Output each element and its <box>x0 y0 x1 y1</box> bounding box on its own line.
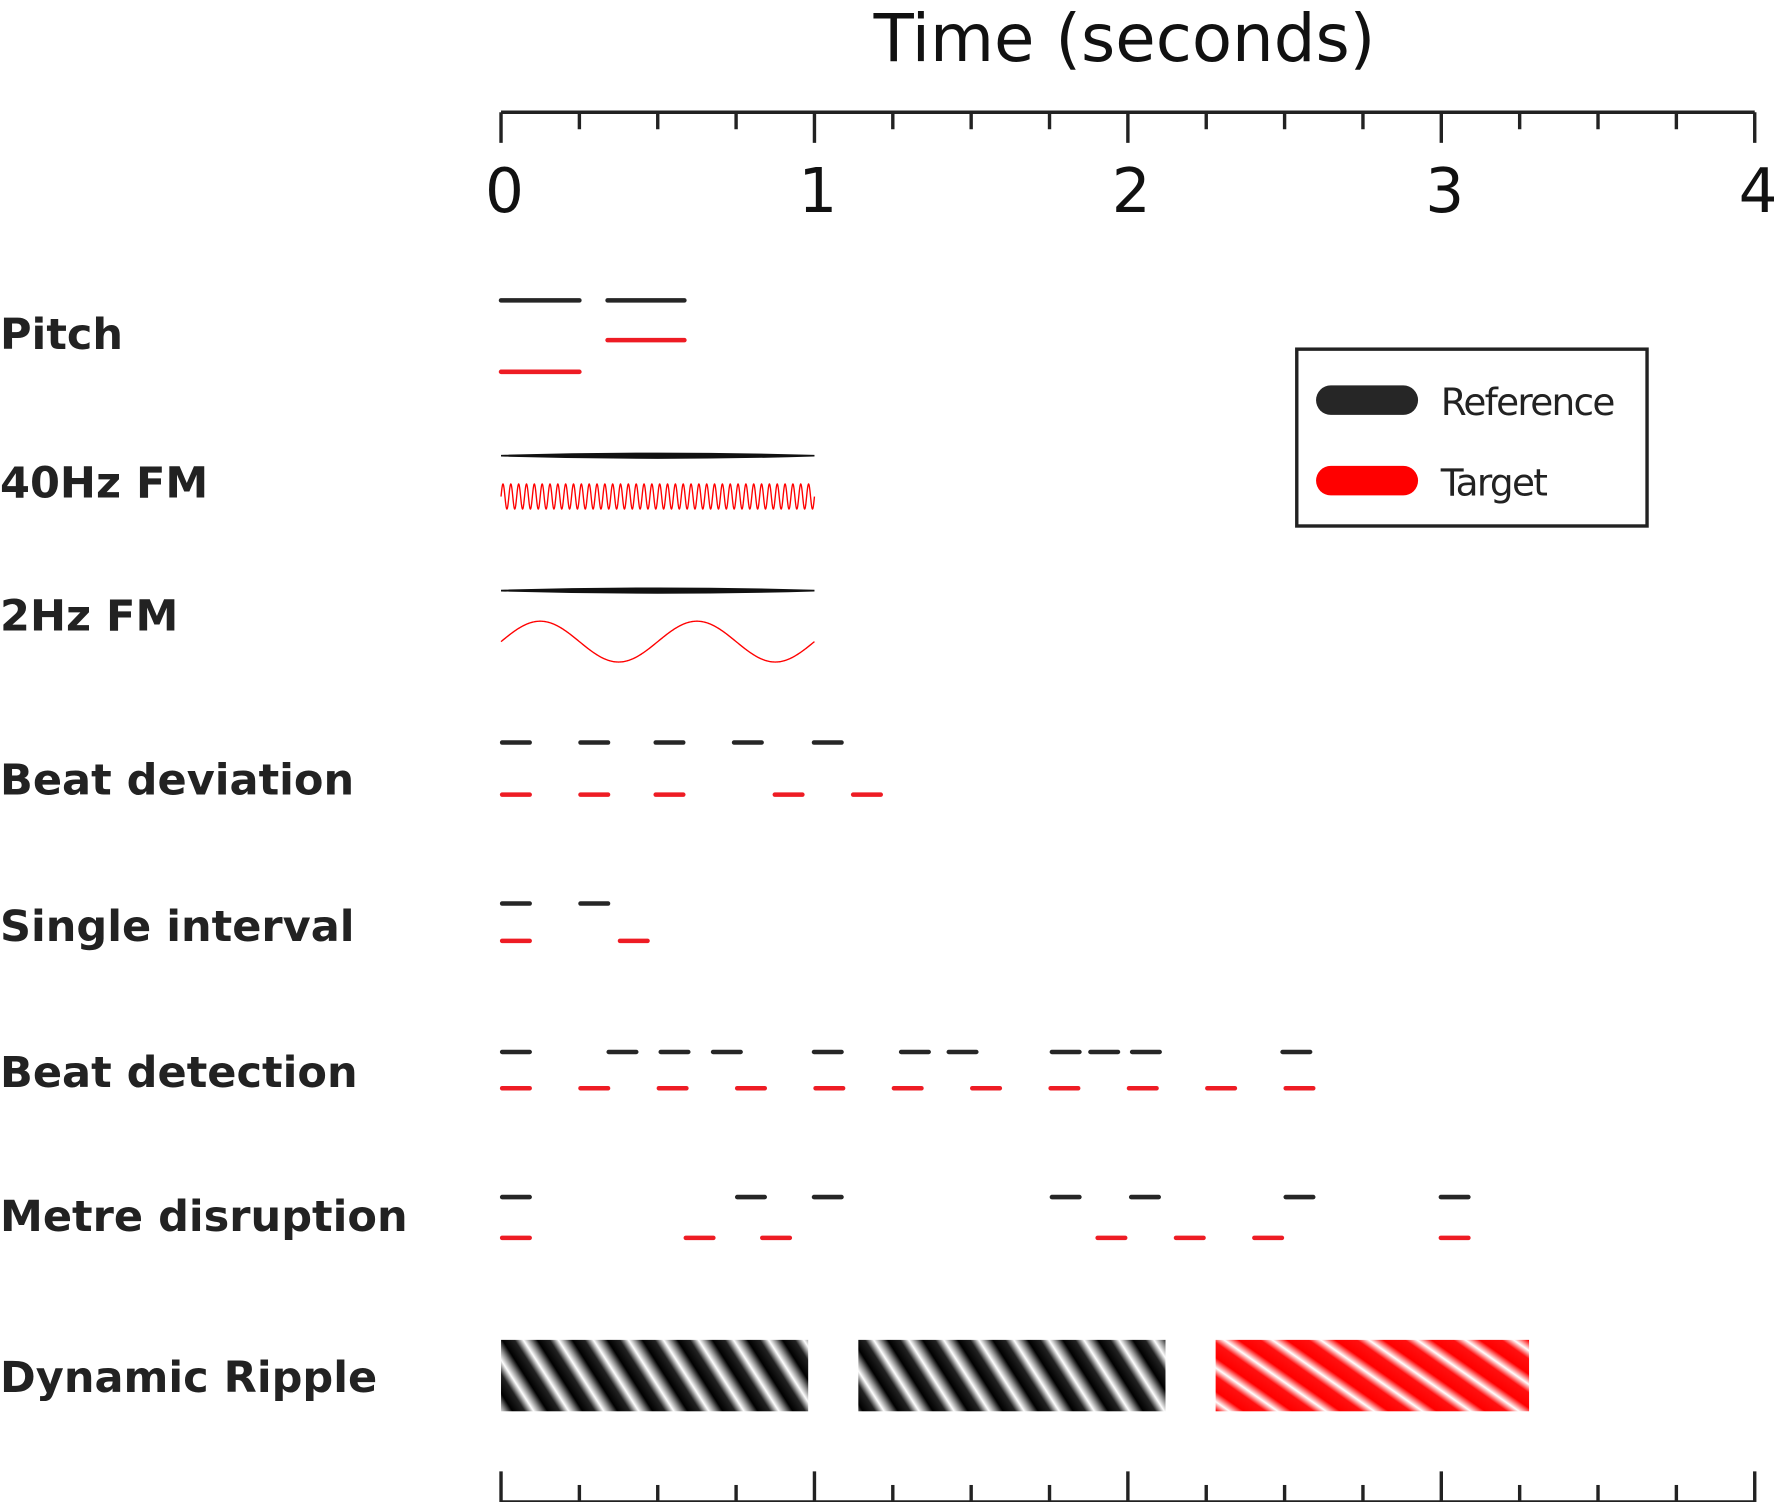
tick-label: 0 <box>485 156 524 227</box>
tick-label: 4 <box>1739 156 1774 227</box>
row-label: Beat deviation <box>0 756 354 806</box>
tick-label: 3 <box>1425 156 1464 227</box>
legend-reference-label: Reference <box>1441 380 1615 424</box>
row-single-interval: Single interval <box>0 901 650 952</box>
top-time-axis: 0 1 2 3 4 <box>485 110 1774 227</box>
row-label: 2Hz FM <box>0 591 178 641</box>
row-40hz-fm: 40Hz FM <box>0 452 816 510</box>
target-fm-waveform <box>500 620 815 663</box>
row-beat-detection: Beat detection <box>0 1048 1316 1098</box>
tick-label: 2 <box>1112 156 1151 227</box>
row-label: Beat detection <box>0 1048 358 1098</box>
row-label: Pitch <box>0 310 123 360</box>
row-metre-disruption: Metre disruption <box>0 1192 1471 1242</box>
axis-title: Time (seconds) <box>873 0 1376 77</box>
legend-target-label: Target <box>1440 460 1548 504</box>
row-2hz-fm: 2Hz FM <box>0 587 815 663</box>
reference-tone <box>501 587 815 594</box>
reference-ripple-block <box>858 1339 1166 1412</box>
legend-box <box>1295 347 1649 528</box>
stimulus-rows: Pitch 40Hz FM 2Hz FM Beat deviation Single i… <box>0 298 1530 1412</box>
row-label: Metre disruption <box>0 1192 408 1242</box>
target-ripple-block <box>1215 1339 1530 1412</box>
row-beat-deviation: Beat deviation <box>0 740 883 806</box>
row-pitch: Pitch <box>0 298 687 375</box>
row-label: Dynamic Ripple <box>0 1353 377 1403</box>
legend: Reference Target <box>1295 347 1649 528</box>
bottom-time-axis <box>499 1471 1757 1502</box>
reference-ripple-block <box>501 1339 809 1412</box>
tick-label: 1 <box>798 156 837 227</box>
row-dynamic-ripple: Dynamic Ripple <box>0 1339 1530 1412</box>
reference-tone <box>501 452 815 459</box>
row-label: Single interval <box>0 902 355 952</box>
target-fm-waveform <box>500 483 816 510</box>
row-label: 40Hz FM <box>0 459 208 509</box>
